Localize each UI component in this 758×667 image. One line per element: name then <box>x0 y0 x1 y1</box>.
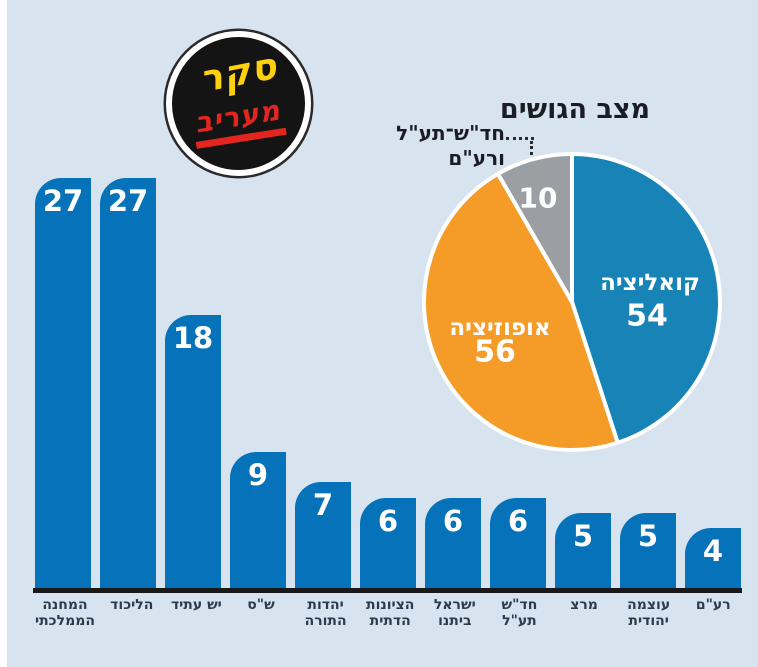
bar: 6 <box>360 497 416 589</box>
bar-label: המחנה הממלכתי <box>35 597 95 629</box>
bar: 18 <box>165 315 221 589</box>
pie-slice <box>422 171 620 452</box>
bar: 6 <box>425 497 481 589</box>
bar-label: הליכוד <box>110 597 154 613</box>
maariv-poll-logo: סקר מעריב <box>166 31 311 176</box>
bar-label: יהדות התורה <box>304 597 347 629</box>
blocs-pie-svg <box>422 152 722 452</box>
pie-value-coalition: 54 <box>626 298 668 334</box>
bar: 27 <box>35 178 91 589</box>
pie-label-coalition: קואליציה <box>600 270 700 296</box>
bar-value: 6 <box>377 503 399 538</box>
bar-value: 9 <box>247 458 269 493</box>
bar-value: 6 <box>442 503 464 538</box>
bar: 4 <box>685 528 741 589</box>
bar-label: רע"ם <box>695 597 731 613</box>
pie-label-opposition: אופוזיציה <box>449 315 551 341</box>
pie-callout-label: חד"ש־תע"ל ורע"ם <box>355 121 505 171</box>
pie-callout-line1: חד"ש־תע"ל <box>396 121 505 145</box>
bar: 6 <box>490 497 546 589</box>
pie-callout-line2: ורע"ם <box>448 146 505 170</box>
callout-dotted-line-horizontal <box>506 137 534 140</box>
bar-value: 27 <box>42 184 84 219</box>
logo-word-maariv: מעריב <box>190 93 287 149</box>
pie-value-opposition: 56 <box>474 334 516 370</box>
bar-label: ישראל ביתנו <box>433 597 476 629</box>
pie-title: מצב הגושים <box>499 94 651 125</box>
bar-label: עוצמה יהודית <box>627 597 671 629</box>
bar-value: 6 <box>507 503 529 538</box>
bars-row: 27 27 18 9 7 6 6 6 5 5 4 <box>35 178 741 589</box>
bar-value: 18 <box>172 321 214 356</box>
bar: 5 <box>555 512 611 589</box>
pie-value-hadash-raam: 10 <box>518 181 558 215</box>
callout-dotted-line-vertical <box>530 141 533 167</box>
bar: 9 <box>230 452 286 589</box>
bar-label: הציונות הדתית <box>366 597 415 629</box>
pie-slice <box>570 152 722 445</box>
bar-label: חד"ש תע"ל <box>501 597 538 629</box>
bar-label: ש"ס <box>247 597 275 613</box>
bar: 27 <box>100 178 156 589</box>
bar-labels-row: המחנה הממלכתי הליכוד יש עתיד ש"ס יהדות התורה הצ… <box>35 597 741 629</box>
pie-slice <box>496 152 574 304</box>
bar-value: 4 <box>702 534 724 569</box>
bar-value: 5 <box>637 518 659 553</box>
bar-value: 7 <box>312 488 334 523</box>
bar-label: מרצ <box>570 597 598 613</box>
bar-value: 27 <box>107 184 149 219</box>
bar-label: יש עתיד <box>170 597 222 613</box>
chart-baseline <box>33 588 742 593</box>
bar: 5 <box>620 512 676 589</box>
bar: 7 <box>295 482 351 589</box>
bar-value: 5 <box>572 518 594 553</box>
